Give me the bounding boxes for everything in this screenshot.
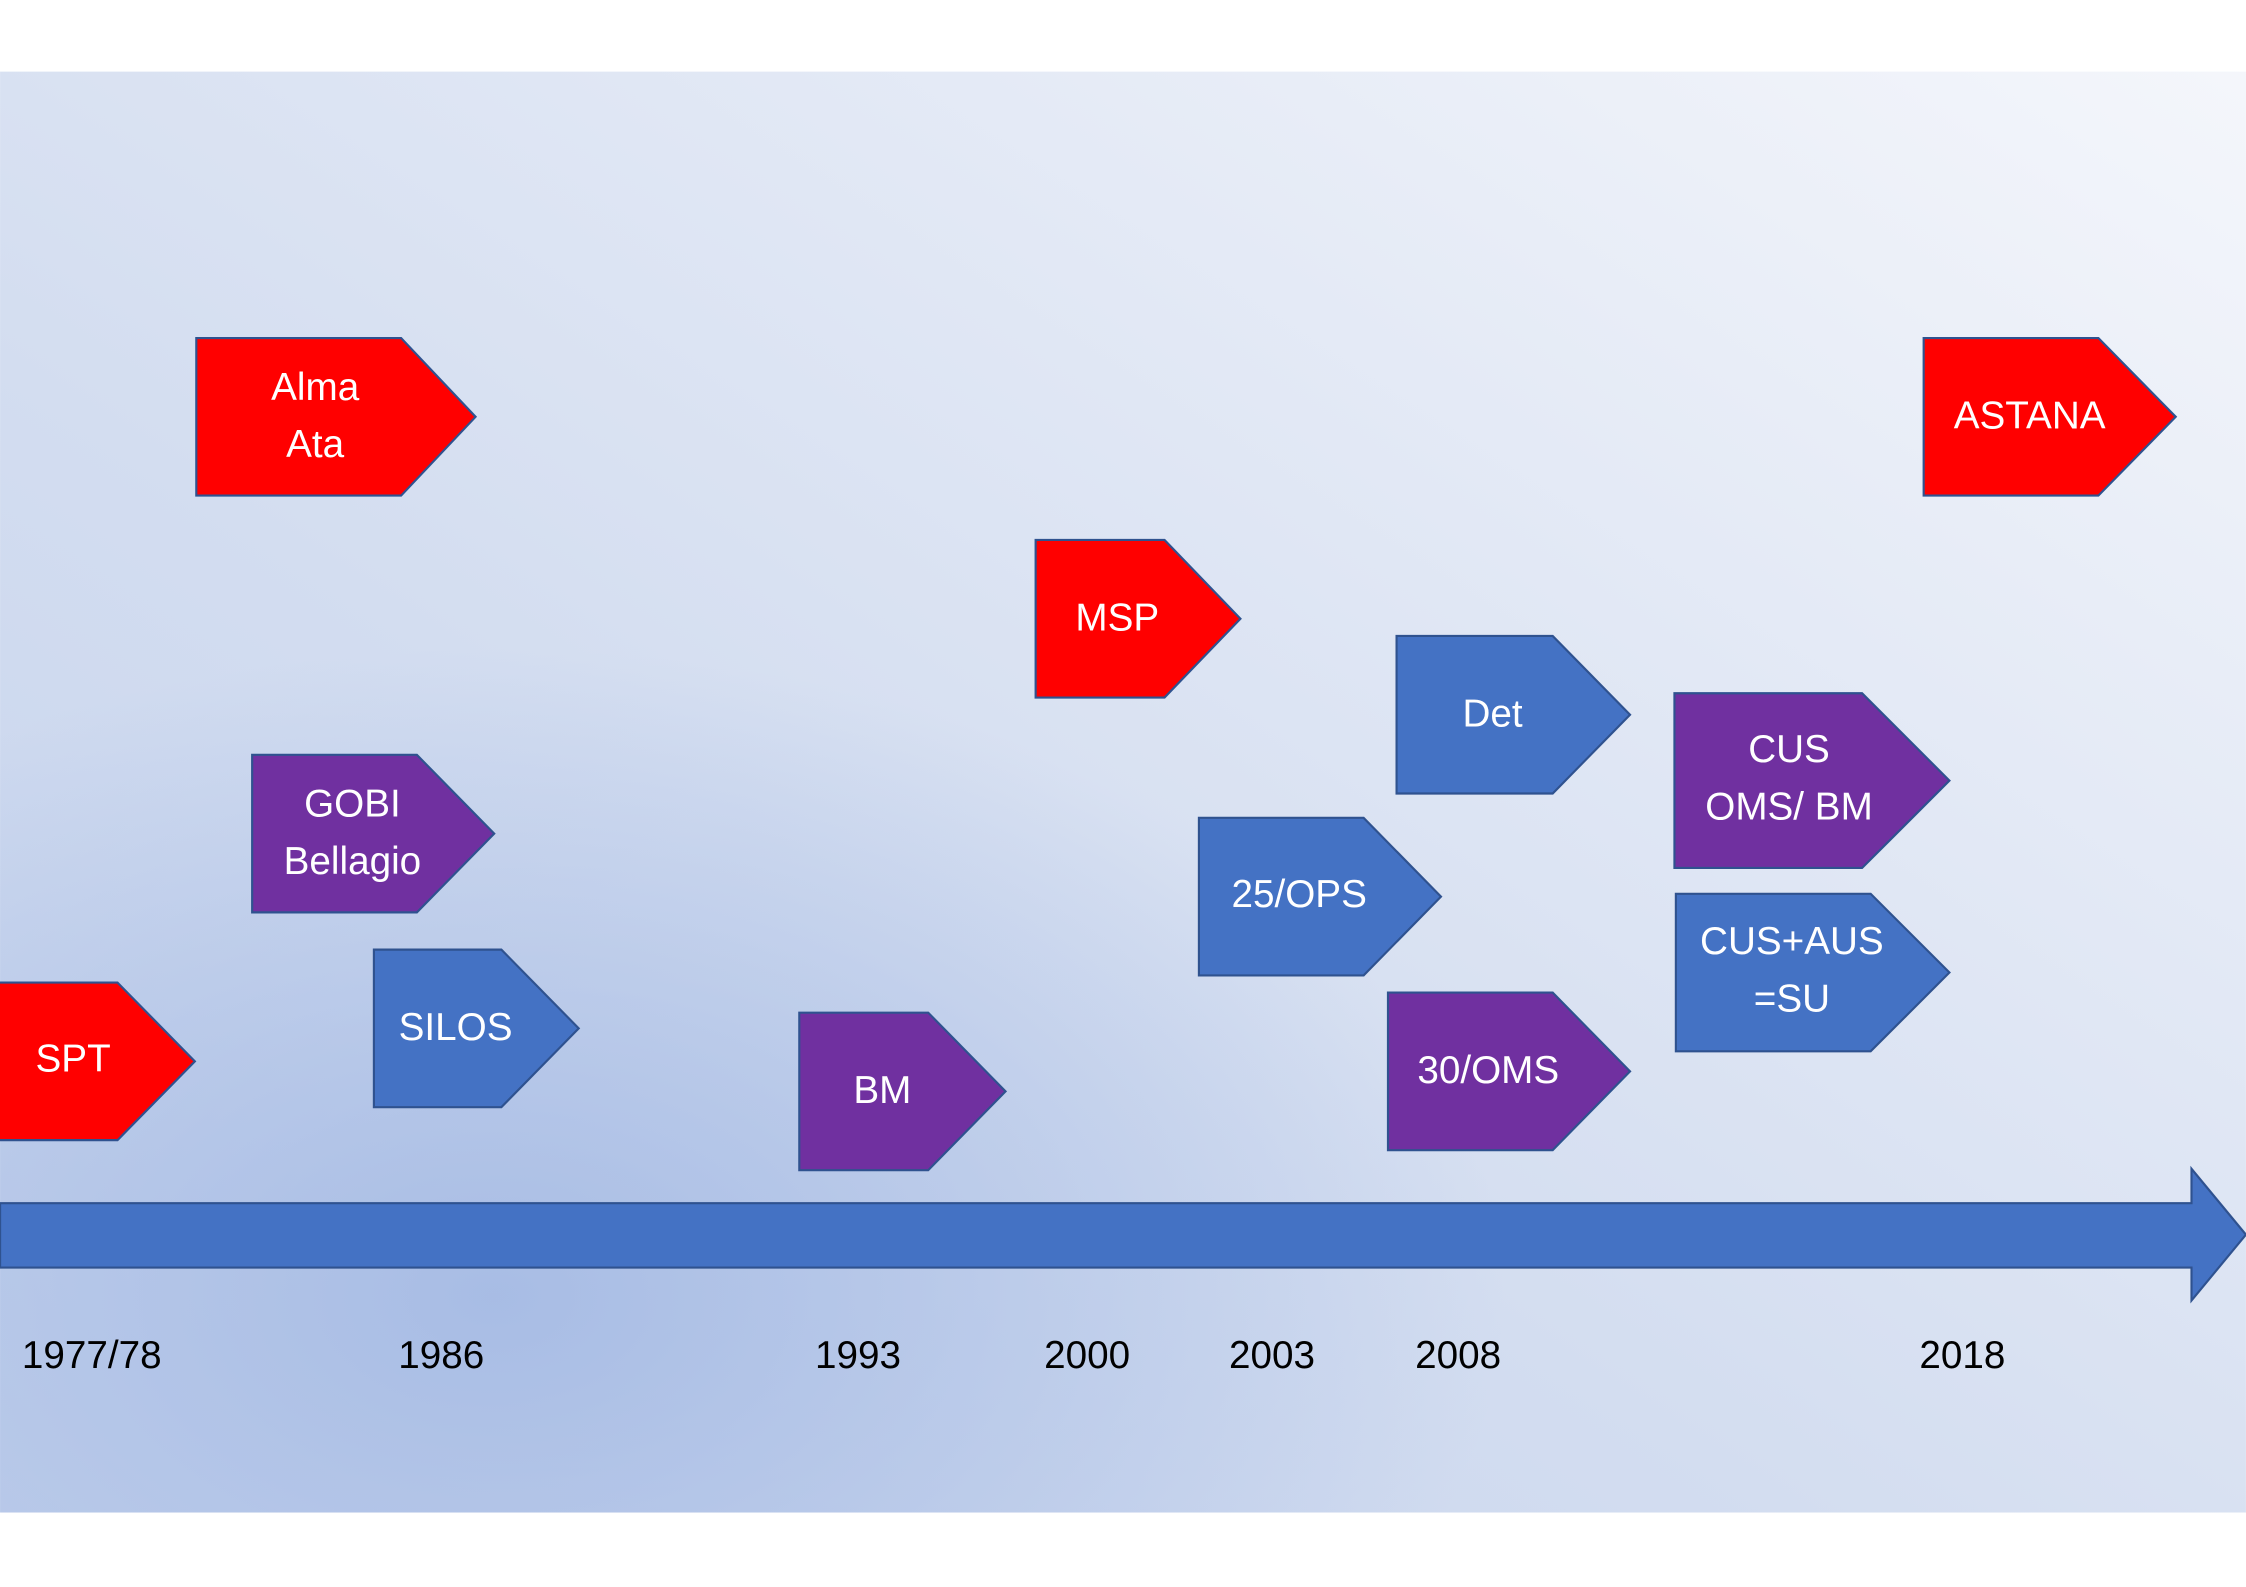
event-label: SILOS	[399, 1006, 513, 1049]
event-shape	[1197, 816, 1443, 977]
event: SPT	[0, 981, 197, 1142]
event: SILOS	[372, 948, 581, 1109]
event-shape	[195, 336, 478, 497]
event: GOBI Bellagio	[251, 753, 496, 914]
event-label: CUS	[1748, 728, 1830, 771]
event-label: Alma	[271, 366, 360, 409]
event-label: CUS+AUS	[1700, 920, 1884, 963]
event: ASTANA	[1922, 336, 2178, 497]
timeline-arrow	[0, 1165, 2246, 1304]
event: 30/OMS	[1386, 991, 1632, 1152]
event-label: SPT	[36, 1038, 111, 1081]
event-shape	[1034, 538, 1242, 699]
event: 25/OPS	[1197, 816, 1443, 977]
event-label: BM	[853, 1069, 911, 1112]
event-label: ASTANA	[1954, 394, 2106, 437]
event-shape	[0, 981, 197, 1142]
year-label: 2000	[1044, 1334, 1130, 1377]
year-label: 2003	[1229, 1334, 1315, 1377]
event: Det	[1395, 634, 1632, 795]
event: CUS+AUS =SU	[1674, 892, 1951, 1053]
event-label: Ata	[286, 423, 345, 466]
event: BM	[798, 1011, 1008, 1172]
event-label: MSP	[1075, 596, 1159, 639]
event-shape	[1674, 892, 1951, 1053]
event-shape	[1922, 336, 2178, 497]
event: CUS OMS/ BM	[1673, 692, 1951, 870]
event-shape	[372, 948, 581, 1109]
event-label: GOBI	[304, 783, 401, 826]
year-label: 1993	[815, 1334, 901, 1377]
event-shape	[798, 1011, 1008, 1172]
event-label: Det	[1462, 692, 1522, 735]
year-label: 2008	[1415, 1334, 1501, 1377]
event: Alma Ata	[195, 336, 478, 497]
year-label: 2018	[1919, 1334, 2005, 1377]
event-shape	[1386, 991, 1632, 1152]
event-label: Bellagio	[284, 840, 422, 883]
event-label: OMS/ BM	[1705, 785, 1873, 828]
event-shape	[1395, 634, 1632, 795]
event-shape	[251, 753, 496, 914]
event-label: =SU	[1754, 977, 1830, 1020]
event-label: 30/OMS	[1417, 1049, 1559, 1092]
event-label: 25/OPS	[1231, 873, 1366, 916]
event-shape	[1673, 692, 1951, 870]
year-label: 1986	[398, 1334, 484, 1377]
year-label: 1977/78	[22, 1334, 162, 1377]
event: MSP	[1034, 538, 1242, 699]
